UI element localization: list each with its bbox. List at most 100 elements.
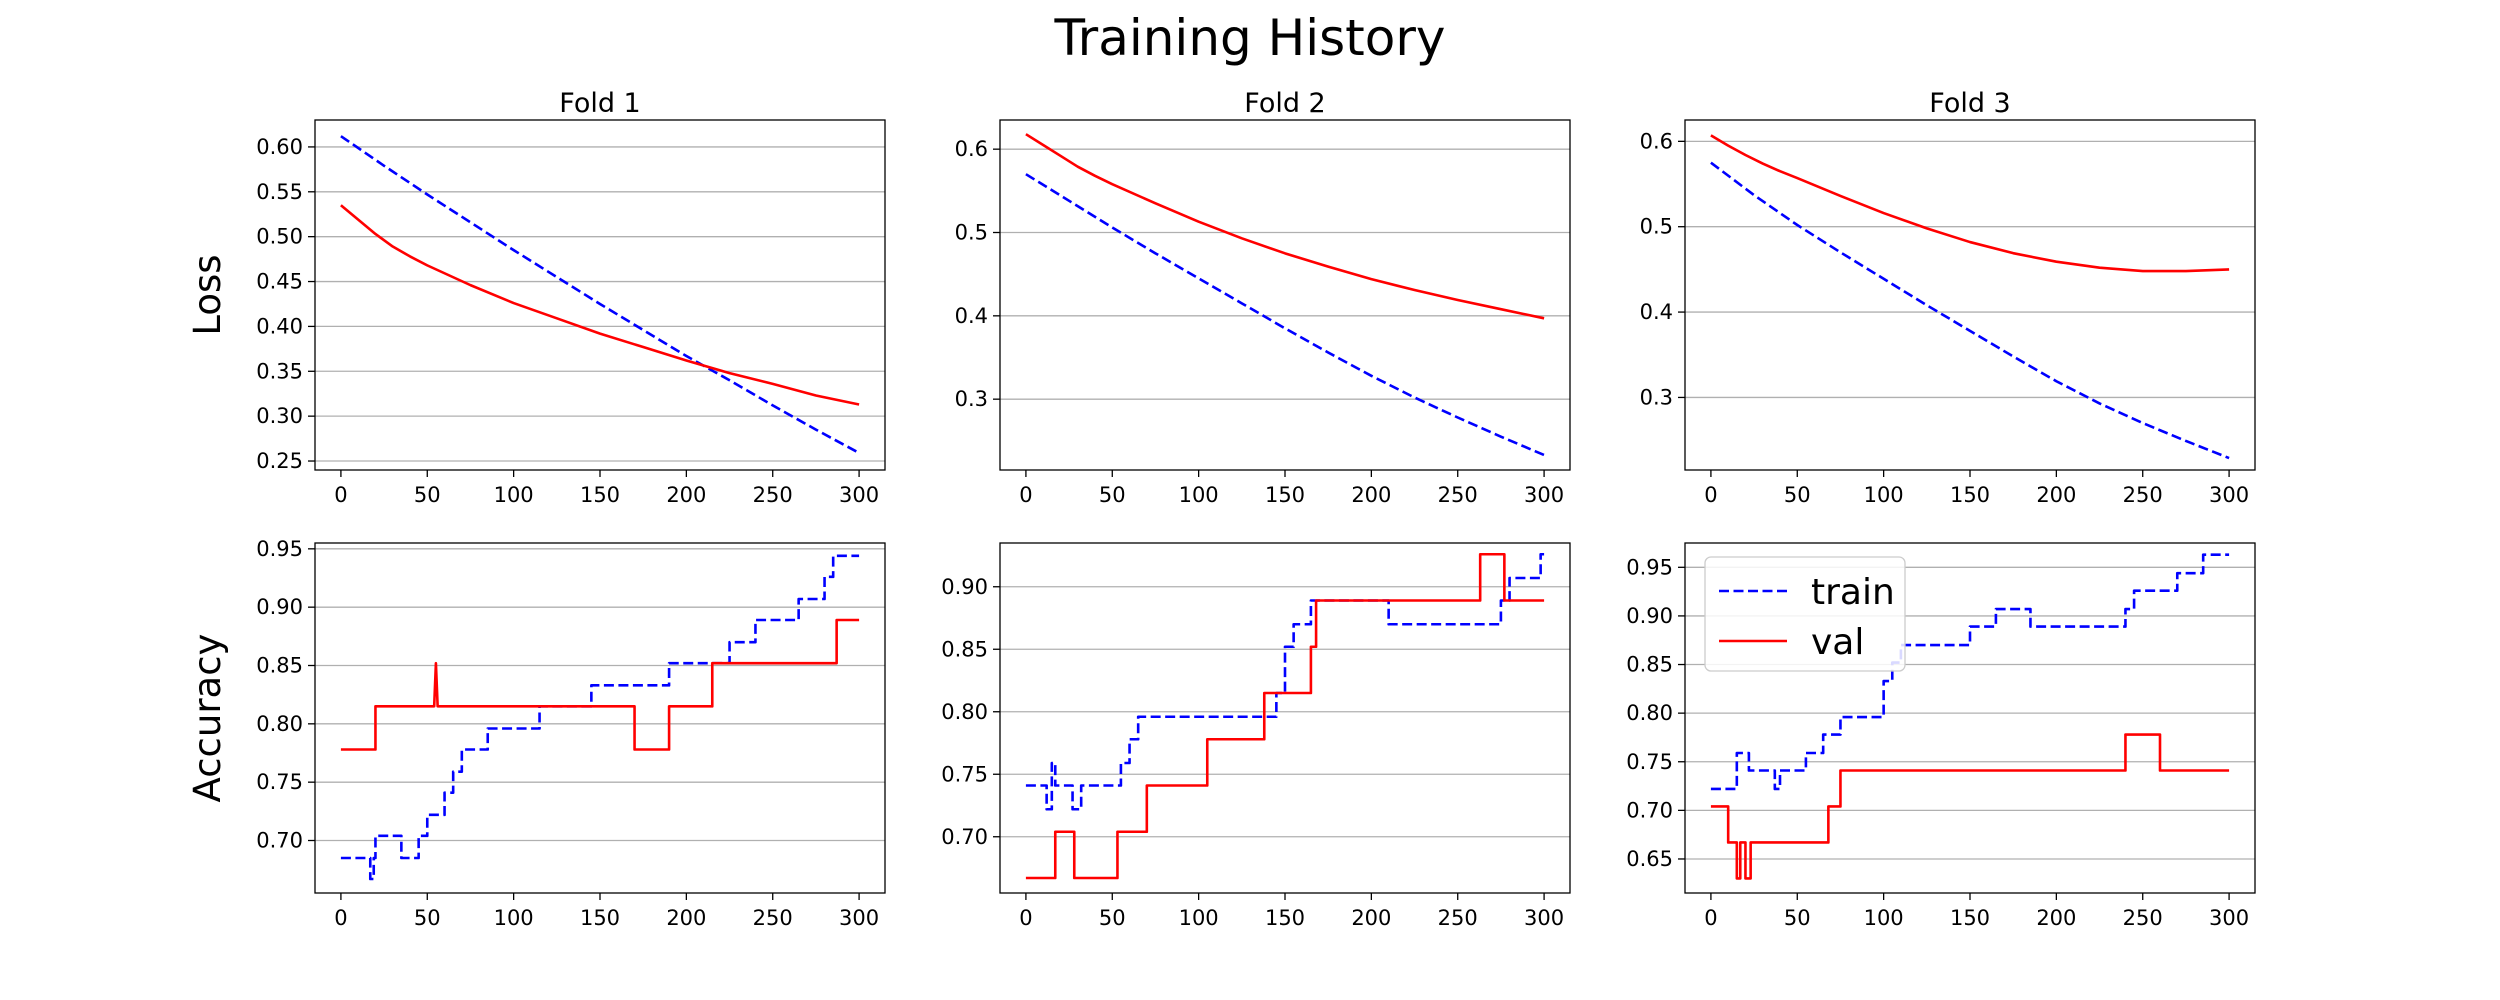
x-tick-label: 200 bbox=[2036, 483, 2076, 507]
val-series-line bbox=[340, 204, 860, 406]
y-tick-label: 0.65 bbox=[1626, 847, 1673, 871]
x-tick-label: 250 bbox=[753, 906, 793, 930]
x-tick-label: 250 bbox=[2123, 483, 2163, 507]
x-tick-label: 100 bbox=[1864, 906, 1904, 930]
subplot-2: 0 50 100 150 200 250 300 0.3 0.4 0.5 0.6 Fold 2 bbox=[955, 88, 1571, 507]
x-tick-label: 200 bbox=[1351, 906, 1391, 930]
x-tick-label: 0 bbox=[1704, 483, 1717, 507]
train-legend-label: train bbox=[1811, 572, 1895, 613]
x-tick-label: 0 bbox=[1704, 906, 1717, 930]
y-tick-label: 0.25 bbox=[256, 449, 303, 473]
y-tick-label: 0.75 bbox=[256, 770, 303, 794]
y-tick-label: 0.70 bbox=[941, 825, 988, 849]
x-tick-label: 50 bbox=[1099, 906, 1126, 930]
y-tick-label: 0.40 bbox=[256, 314, 303, 338]
y-tick-label: 0.70 bbox=[256, 829, 303, 853]
y-tick-label: 0.6 bbox=[955, 137, 988, 161]
subplot-6: 0 50 100 150 200 250 300 0.65 0.70 0.75 0.80 0.85 0.… bbox=[1626, 542, 2256, 930]
y-tick-label: 0.85 bbox=[1626, 653, 1673, 677]
y-tick-label: 0.90 bbox=[256, 595, 303, 619]
x-tick-label: 100 bbox=[1179, 906, 1219, 930]
series-group bbox=[1025, 552, 1545, 880]
x-tick-label: 50 bbox=[1784, 906, 1811, 930]
x-tick-label: 50 bbox=[414, 906, 441, 930]
x-tick-label: 0 bbox=[334, 906, 347, 930]
series-group bbox=[1710, 553, 2230, 880]
series-group bbox=[1710, 134, 2230, 460]
legend-box bbox=[1704, 556, 1906, 672]
val-series-line bbox=[1025, 552, 1545, 880]
x-tick-label: 250 bbox=[2123, 906, 2163, 930]
x-tick-label: 300 bbox=[1524, 906, 1564, 930]
y-tick-label: 0.4 bbox=[1640, 300, 1673, 324]
y-tick-label: 0.90 bbox=[1626, 604, 1673, 628]
val-series-line bbox=[1025, 133, 1545, 320]
x-tick-label: 100 bbox=[494, 906, 534, 930]
x-tick-label: 300 bbox=[2209, 483, 2249, 507]
legend: train val bbox=[1704, 556, 1906, 672]
x-tick-label: 300 bbox=[1524, 483, 1564, 507]
y-tick-label: 0.3 bbox=[955, 387, 988, 411]
subplot-4: 0 50 100 150 200 250 300 0.70 0.75 0.80 0.85 0.90 0.… bbox=[186, 537, 886, 930]
x-tick-label: 300 bbox=[839, 906, 879, 930]
x-tick-label: 50 bbox=[1784, 483, 1811, 507]
subplot-3: 0 50 100 150 200 250 300 0.3 0.4 0.5 0.6 Fold 3 bbox=[1640, 88, 2256, 507]
x-tick-label: 150 bbox=[1265, 906, 1305, 930]
y-tick-label: 0.45 bbox=[256, 270, 303, 294]
y-tick-label: 0.30 bbox=[256, 404, 303, 428]
x-tick-label: 150 bbox=[1950, 483, 1990, 507]
val-series-line bbox=[340, 618, 860, 751]
train-series-line bbox=[340, 554, 860, 881]
x-tick-label: 300 bbox=[2209, 906, 2249, 930]
y-tick-label: 0.75 bbox=[1626, 750, 1673, 774]
y-tick-label: 0.80 bbox=[941, 700, 988, 724]
y-tick-label: 0.6 bbox=[1640, 129, 1673, 153]
x-tick-label: 200 bbox=[666, 483, 706, 507]
val-series-line bbox=[1710, 134, 2230, 273]
val-legend-label: val bbox=[1811, 622, 1864, 663]
train-series-line bbox=[1025, 552, 1545, 811]
y-tick-label: 0.80 bbox=[1626, 701, 1673, 725]
y-tick-label: 0.95 bbox=[1626, 555, 1673, 579]
train-series-line bbox=[1710, 161, 2230, 460]
x-tick-label: 150 bbox=[1265, 483, 1305, 507]
y-tick-label: 0.70 bbox=[1626, 798, 1673, 822]
y-tick-label: 0.90 bbox=[941, 575, 988, 599]
y-tick-label: 0.5 bbox=[955, 221, 988, 245]
x-tick-label: 200 bbox=[1351, 483, 1391, 507]
y-tick-label: 0.5 bbox=[1640, 215, 1673, 239]
x-tick-label: 50 bbox=[414, 483, 441, 507]
y-axis-label: Accuracy bbox=[186, 634, 229, 803]
subplot-title: Fold 2 bbox=[1244, 88, 1326, 119]
x-tick-label: 250 bbox=[1438, 906, 1478, 930]
y-tick-label: 0.85 bbox=[941, 637, 988, 661]
series-group bbox=[340, 554, 860, 881]
y-tick-label: 0.35 bbox=[256, 359, 303, 383]
subplot-1: 0 50 100 150 200 250 300 0.25 0.30 0.35 0.40 0.45 0.… bbox=[186, 88, 886, 507]
x-tick-label: 250 bbox=[1438, 483, 1478, 507]
x-tick-label: 100 bbox=[1864, 483, 1904, 507]
y-tick-label: 0.80 bbox=[256, 712, 303, 736]
y-tick-label: 0.95 bbox=[256, 537, 303, 561]
val-series-line bbox=[1710, 733, 2230, 880]
x-tick-label: 200 bbox=[2036, 906, 2076, 930]
x-tick-label: 0 bbox=[334, 483, 347, 507]
subplot-5: 0 50 100 150 200 250 300 0.70 0.75 0.80 0.85 0.90 bbox=[941, 542, 1571, 930]
x-tick-label: 0 bbox=[1019, 483, 1032, 507]
y-tick-label: 0.4 bbox=[955, 304, 988, 328]
y-tick-label: 0.55 bbox=[256, 180, 303, 204]
y-axis-label: Loss bbox=[186, 254, 229, 335]
x-tick-label: 0 bbox=[1019, 906, 1032, 930]
train-series-line bbox=[1025, 173, 1545, 457]
series-group bbox=[1025, 133, 1545, 457]
x-tick-label: 250 bbox=[753, 483, 793, 507]
x-tick-label: 300 bbox=[839, 483, 879, 507]
x-tick-label: 150 bbox=[580, 483, 620, 507]
y-tick-label: 0.60 bbox=[256, 135, 303, 159]
x-tick-label: 150 bbox=[1950, 906, 1990, 930]
subplot-grid: 0 50 100 150 200 250 3000.250.300.350.400.450.… bbox=[186, 88, 2256, 930]
train-series-line bbox=[340, 135, 860, 455]
train-series-line bbox=[1710, 553, 2230, 791]
x-tick-label: 100 bbox=[1179, 483, 1219, 507]
